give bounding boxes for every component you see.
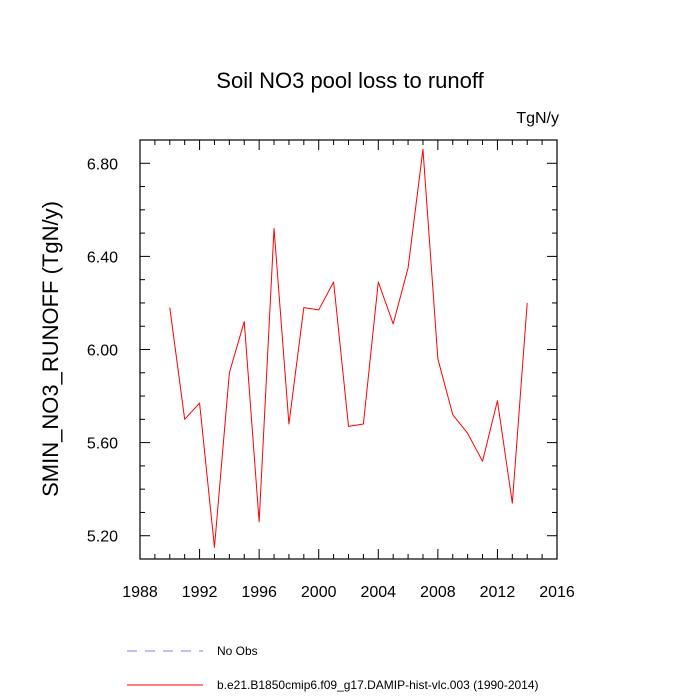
x-tick-label: 2004 [360, 584, 396, 601]
y-axis-label: SMIN_NO3_RUNOFF (TgN/y) [38, 201, 63, 497]
legend-label: No Obs [217, 644, 258, 658]
chart-title: Soil NO3 pool loss to runoff [216, 68, 484, 93]
y-tick-label: 5.20 [87, 529, 118, 546]
x-tick-label: 2008 [420, 584, 456, 601]
x-tick-label: 2016 [539, 584, 575, 601]
plot-frame [139, 139, 558, 560]
x-tick-label: 1996 [241, 584, 277, 601]
y-tick-label: 6.40 [87, 249, 118, 266]
y-tick-label: 5.60 [87, 436, 118, 453]
legend: No Obs b.e21.B1850cmip6.f09_g17.DAMIP-his… [127, 644, 539, 692]
x-tick-label: 2000 [301, 584, 337, 601]
y-tick-label: 6.00 [87, 343, 118, 360]
plot-area: 1988 1992 1996 2000 2004 2008 2012 2016 5.20 5.60… [87, 139, 575, 601]
x-tick-label: 1992 [182, 584, 218, 601]
units-label: TgN/y [516, 110, 559, 127]
x-tick-label: 1988 [122, 584, 158, 601]
x-tick-label: 2012 [480, 584, 516, 601]
legend-label: b.e21.B1850cmip6.f09_g17.DAMIP-hist-vlc.… [217, 678, 539, 692]
y-tick-label: 6.80 [87, 156, 118, 173]
series-line [169, 148, 528, 548]
